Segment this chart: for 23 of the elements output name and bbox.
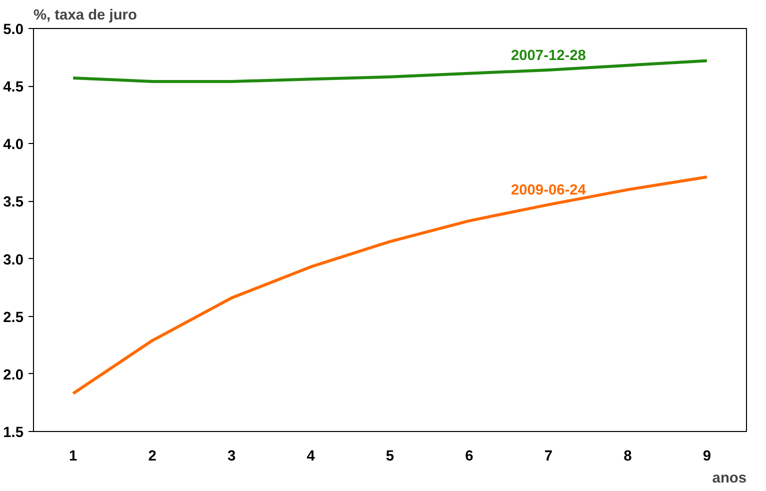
x-tick-label: 9	[702, 448, 711, 464]
y-tick-label: 4.0	[3, 137, 24, 154]
series-label: 2009-06-24	[510, 182, 587, 199]
x-tick-label: 3	[227, 448, 236, 464]
y-tick-label: 2.5	[3, 310, 24, 326]
y-tick-label: 5.0	[3, 22, 24, 38]
y-tick-label: 3.5	[3, 194, 24, 211]
y-tick-label: 4.5	[3, 80, 24, 96]
y-axis-title: %, taxa de juro	[34, 8, 137, 24]
x-tick-label: 8	[624, 448, 632, 464]
x-axis-title: anos	[712, 470, 747, 486]
x-tick-label: 1	[69, 448, 78, 464]
y-tick-label: 1.5	[3, 425, 24, 441]
y-tick-label: 2.0	[3, 367, 24, 384]
line-series	[72, 176, 708, 396]
series-label: 2007-12-28	[510, 48, 586, 64]
x-tick-label: 2	[148, 448, 156, 464]
x-tick-label: 7	[544, 448, 553, 464]
x-tick-label: 5	[386, 448, 394, 464]
x-tick-label: 6	[465, 448, 474, 464]
line-series	[72, 59, 708, 83]
y-tick-label: 3.0	[3, 252, 24, 268]
x-tick-label: 4	[306, 448, 316, 464]
